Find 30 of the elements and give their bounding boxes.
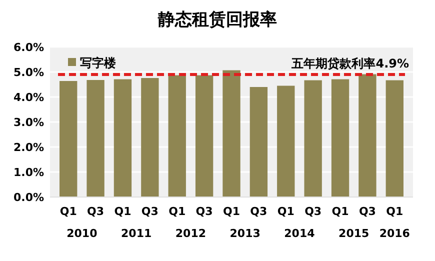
text: 2011 [121, 227, 152, 240]
y-tick-label: 1.0% [13, 166, 44, 179]
x-tick-label: Q3 [87, 205, 104, 218]
x-tick-label: Q1 [114, 205, 132, 218]
x-tick-label: Q1 [386, 205, 404, 218]
text: 2012 [175, 227, 206, 240]
x-tick-label: Q1 [60, 205, 77, 218]
x-tick-label: Q3 [304, 205, 322, 218]
y-tick-label: 4.0% [13, 90, 44, 104]
x-tick-label: Q3 [250, 205, 268, 218]
x-tick-label: Q1 [332, 205, 349, 218]
y-tick-label: 3.0% [13, 116, 44, 129]
x-tick-label: Q1 [277, 205, 294, 218]
y-tick-label: 5.0% [13, 66, 44, 79]
y-tick-label: 0.0% [13, 190, 44, 204]
text: 2016 [379, 227, 410, 240]
y-tick-label: 2.0% [13, 140, 44, 154]
x-tick-label: Q3 [358, 205, 376, 218]
legend-label: 写字楼 [80, 56, 117, 70]
x-tick-label: Q3 [196, 205, 213, 218]
text: 2015 [338, 227, 370, 240]
x-tick-label: Q1 [222, 205, 240, 218]
text: 2010 [66, 227, 98, 240]
text: 2013 [230, 227, 260, 240]
chart-title: 静态租赁回报率 [157, 10, 277, 30]
x-tick-label: Q1 [168, 205, 186, 218]
ref-line-label: 五年期贷款利率4.9% [290, 56, 409, 70]
y-tick-label: 6.0% [13, 40, 44, 54]
x-tick-label: Q3 [141, 205, 158, 218]
text: 2014 [284, 227, 316, 240]
